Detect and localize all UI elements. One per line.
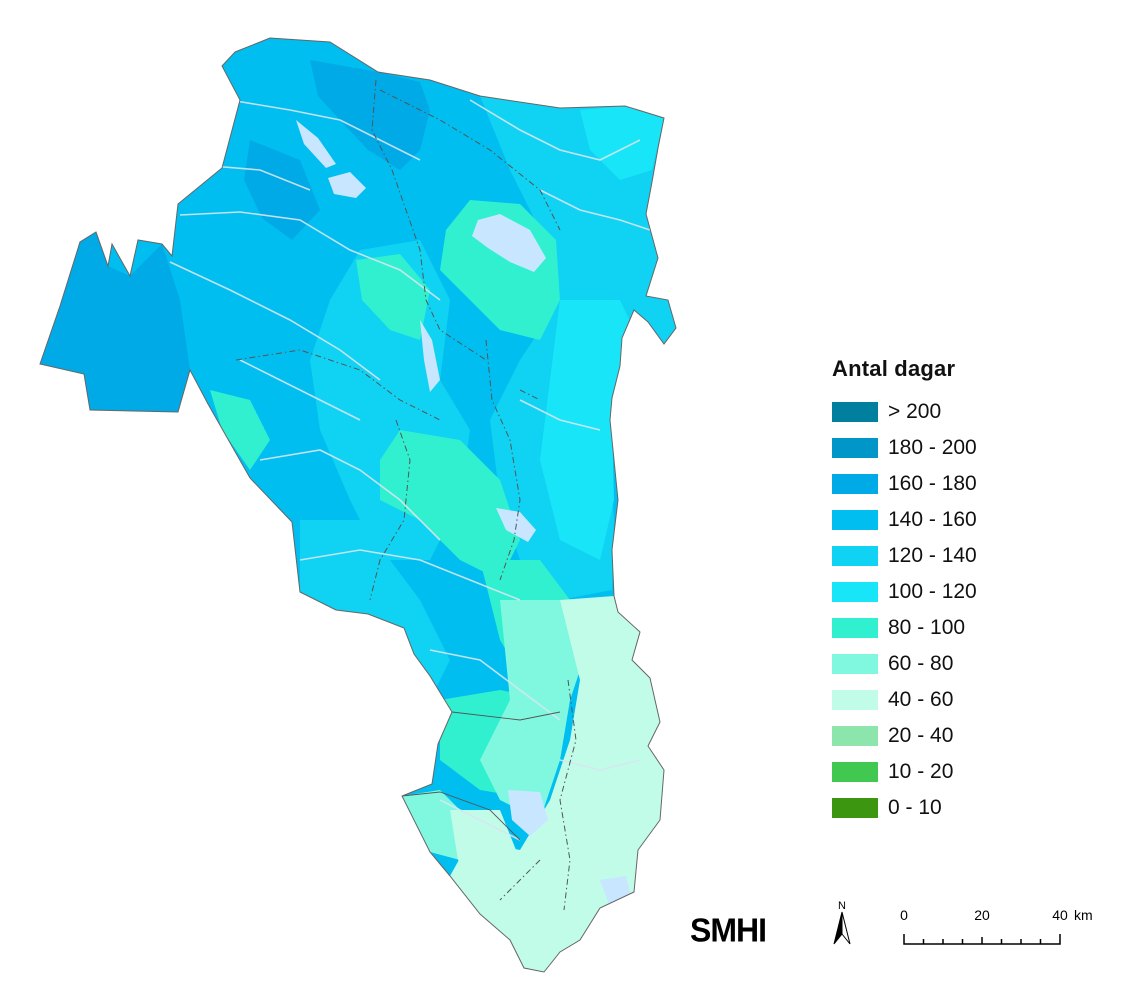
zone-160-180-north bbox=[310, 60, 430, 170]
scale-bar: 0 20 40 km bbox=[900, 907, 1093, 945]
legend-label: 40 - 60 bbox=[888, 688, 954, 711]
legend-title: Antal dagar bbox=[832, 356, 956, 381]
zone-80-100-west bbox=[210, 390, 270, 470]
lake-small-north bbox=[328, 172, 366, 198]
legend-rows: > 200 180 - 200 160 - 180 140 - 160 120 - 14… bbox=[832, 394, 1082, 826]
legend-swatch bbox=[832, 510, 878, 530]
legend-swatch bbox=[832, 402, 878, 422]
lake-southwest bbox=[508, 790, 548, 836]
zone-100-120-ne bbox=[580, 106, 664, 180]
legend-item: 180 - 200 bbox=[832, 430, 1082, 466]
legend-label: 60 - 80 bbox=[888, 652, 954, 675]
legend-swatch bbox=[832, 726, 878, 746]
zone-160-180-west bbox=[40, 232, 190, 412]
zone-120-140-sw bbox=[300, 520, 450, 700]
legend-item: 120 - 140 bbox=[832, 538, 1082, 574]
county-lines bbox=[401, 711, 561, 841]
legend-item: 40 - 60 bbox=[832, 682, 1082, 718]
legend-item: 10 - 20 bbox=[832, 754, 1082, 790]
scale-tick-40: 40 bbox=[1052, 907, 1068, 923]
legend-label: 80 - 100 bbox=[888, 616, 966, 639]
legend-swatch bbox=[832, 762, 878, 782]
legend-label: 20 - 40 bbox=[888, 724, 954, 747]
legend-item: 100 - 120 bbox=[832, 574, 1082, 610]
legend-item: 140 - 160 bbox=[832, 502, 1082, 538]
lake-large bbox=[472, 214, 546, 272]
legend-label: 0 - 10 bbox=[888, 796, 942, 819]
legend-swatch bbox=[832, 798, 878, 818]
legend-item: 160 - 180 bbox=[832, 466, 1082, 502]
zone-80-100-middle bbox=[380, 430, 520, 580]
legend-label: 10 - 20 bbox=[888, 760, 954, 783]
north-arrow: N bbox=[833, 900, 851, 945]
legend-swatch bbox=[832, 474, 878, 494]
legend-item: 60 - 80 bbox=[832, 646, 1082, 682]
legend-swatch bbox=[832, 546, 878, 566]
scale-bar-line bbox=[903, 934, 1061, 945]
legend-label: 160 - 180 bbox=[888, 472, 977, 495]
legend-item: > 200 bbox=[832, 394, 1082, 430]
legend-item: 20 - 40 bbox=[832, 718, 1082, 754]
legend-label: 120 - 140 bbox=[888, 544, 977, 567]
scale-tick-20: 20 bbox=[974, 907, 990, 923]
municipal-boundaries bbox=[235, 79, 577, 911]
north-arrow-icon bbox=[833, 911, 843, 945]
legend-item: 0 - 10 bbox=[832, 790, 1082, 826]
legend-swatch bbox=[832, 618, 878, 638]
scale-unit: km bbox=[1074, 907, 1093, 923]
zone-40-60-inner bbox=[450, 810, 520, 880]
lake-central bbox=[420, 320, 440, 392]
zone-80-100-north-ridge bbox=[356, 254, 430, 340]
zone-100-120-east bbox=[540, 300, 634, 560]
legend-swatch bbox=[832, 654, 878, 674]
zone-40-60-south bbox=[450, 596, 664, 972]
scale-tick-0: 0 bbox=[900, 907, 908, 923]
legend-item: 80 - 100 bbox=[832, 610, 1082, 646]
legend-swatch bbox=[832, 690, 878, 710]
zone-60-80-south bbox=[480, 600, 590, 820]
north-arrow-icon-right bbox=[841, 911, 851, 945]
legend-swatch bbox=[832, 438, 878, 458]
north-arrow-label: N bbox=[838, 900, 846, 912]
smhi-logo: SMHI bbox=[690, 911, 767, 949]
legend-label: 180 - 200 bbox=[888, 436, 977, 459]
legend-label: > 200 bbox=[888, 400, 942, 423]
lake-fjord bbox=[296, 120, 336, 168]
legend-label: 140 - 160 bbox=[888, 508, 977, 531]
legend: Antal dagar > 200 180 - 200 160 - 180 140 -… bbox=[832, 356, 1082, 826]
zone-60-80-sw bbox=[402, 790, 470, 860]
legend-label: 100 - 120 bbox=[888, 580, 977, 603]
legend-swatch bbox=[832, 582, 878, 602]
